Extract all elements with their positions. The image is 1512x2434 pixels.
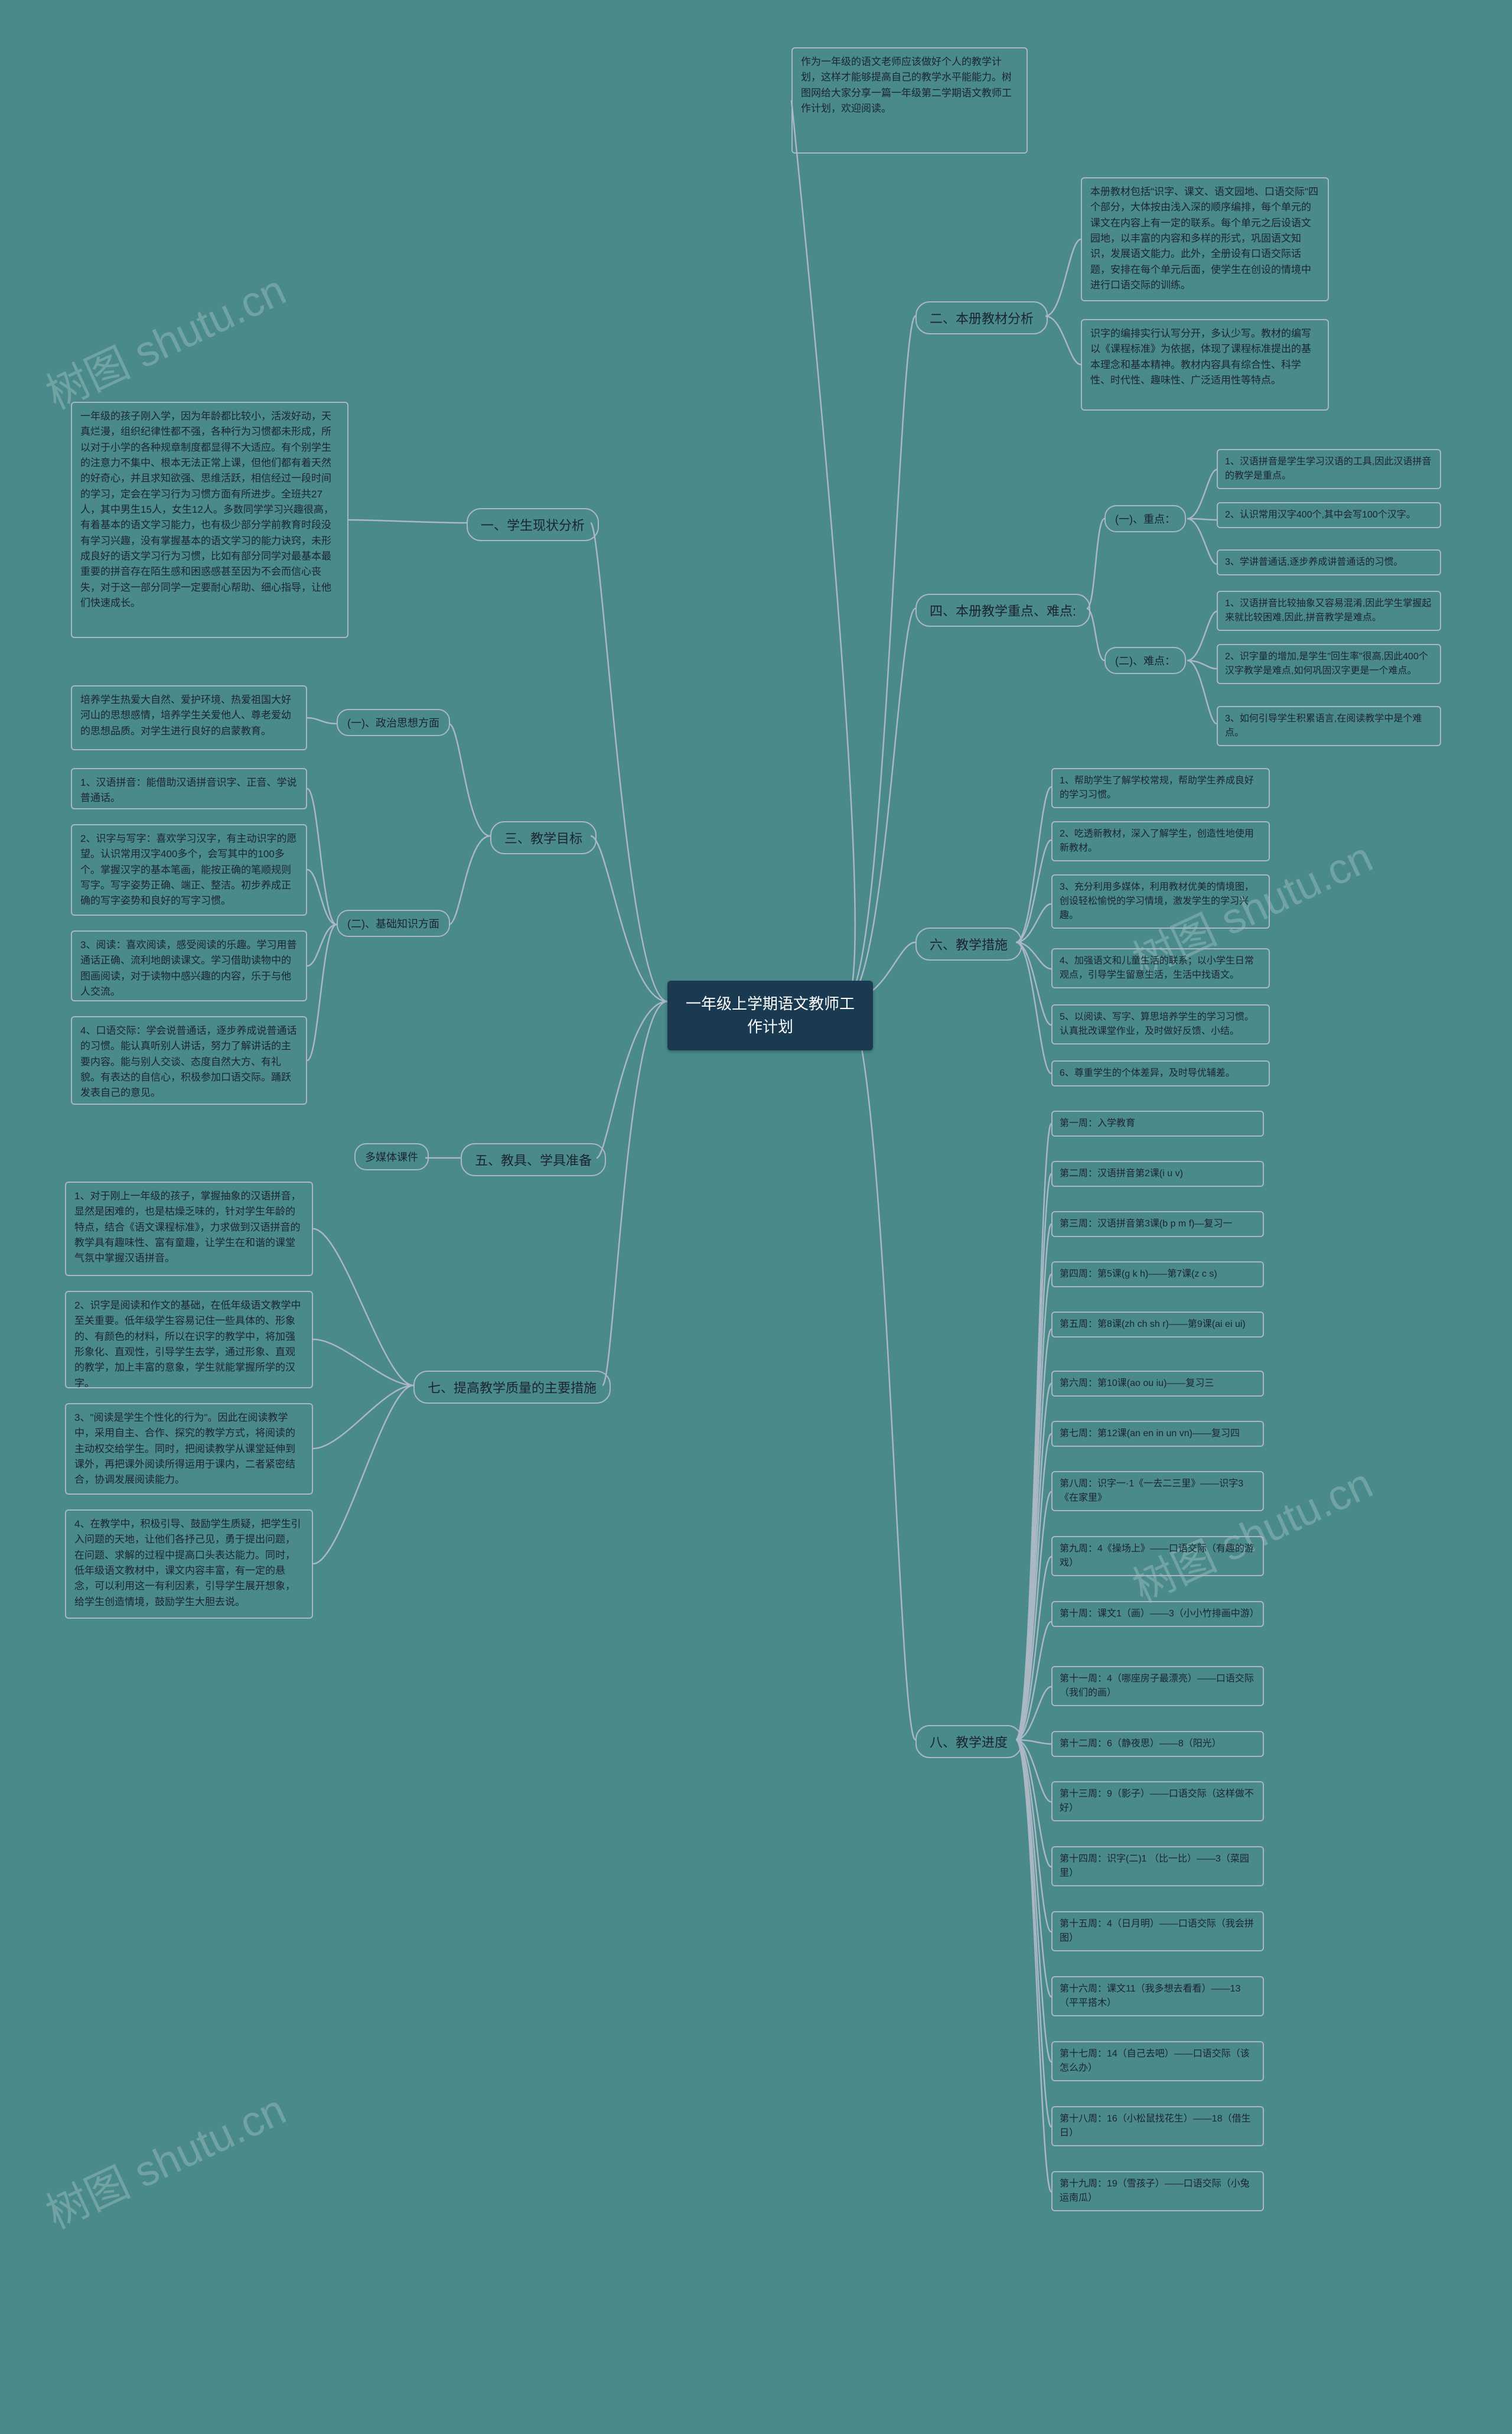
leaf-measure-2[interactable]: 2、吃透新教材，深入了解学生，创造性地使用新教材。 xyxy=(1051,821,1270,861)
sub-key[interactable]: (一)、重点： xyxy=(1104,505,1186,532)
watermark: 树图 shutu.cn xyxy=(34,2075,294,2241)
leaf-measure-5[interactable]: 5、以阅读、写字、算思培养学生的学习习惯。认真批改课堂作业，及时做好反馈、小结。 xyxy=(1051,1004,1270,1044)
leaf-week-7[interactable]: 第七周：第12课(an en in un vn)——复习四 xyxy=(1051,1421,1264,1447)
leaf-week-17[interactable]: 第十七周：14（自己去吧）——口语交际（该怎么办） xyxy=(1051,2041,1264,2081)
branch-goals[interactable]: 三、教学目标 xyxy=(490,821,597,854)
leaf-textbook-2[interactable]: 识字的编排实行认写分开，多认少写。教材的编写以《课程标准》为依据，体现了课程标准… xyxy=(1081,319,1329,411)
leaf-measure-3[interactable]: 3、充分利用多媒体，利用教材优美的情境图，创设轻松愉悦的学习情境，激发学生的学习… xyxy=(1051,874,1270,929)
leaf-key-3[interactable]: 3、学讲普通话,逐步养成讲普通话的习惯。 xyxy=(1217,549,1441,575)
leaf-measure-6[interactable]: 6、尊重学生的个体差异，及时导优辅差。 xyxy=(1051,1060,1270,1086)
leaf-textbook-1[interactable]: 本册教材包括"识字、课文、语文园地、口语交际"四个部分，大体按由浅入深的顺序编排… xyxy=(1081,177,1329,301)
leaf-week-16[interactable]: 第十六周：课文11（我多想去看看）——13（平平搭木） xyxy=(1051,1976,1264,2016)
leaf-diff-1[interactable]: 1、汉语拼音比较抽象又容易混淆,因此学生掌握起来就比较困难,因此,拼音教学是难点… xyxy=(1217,591,1441,631)
sub-political[interactable]: (一)、政治思想方面 xyxy=(337,709,450,736)
leaf-measure-4[interactable]: 4、加强语文和儿童生活的联系；以小学生日常观点，引导学生留意生活，生活中找语文。 xyxy=(1051,948,1270,988)
leaf-student-status[interactable]: 一年级的孩子刚入学，因为年龄都比较小，活泼好动，天真烂漫，组织纪律性都不强，各种… xyxy=(71,402,348,638)
leaf-diff-3[interactable]: 3、如何引导学生积累语言,在阅读教学中是个难点。 xyxy=(1217,706,1441,746)
leaf-quality-2[interactable]: 2、识字是阅读和作文的基础，在低年级语文教学中至关重要。低年级学生容易记住一些具… xyxy=(65,1291,313,1388)
leaf-week-11[interactable]: 第十一周：4（哪座房子最漂亮）——口语交际（我们的画） xyxy=(1051,1666,1264,1706)
leaf-week-13[interactable]: 第十三周：9（影子）——口语交际（这样做不好） xyxy=(1051,1781,1264,1821)
leaf-basics-3[interactable]: 3、阅读：喜欢阅读，感受阅读的乐趣。学习用普通话正确、流利地朗读课文。学习借助读… xyxy=(71,930,307,1001)
leaf-week-6[interactable]: 第六周：第10课(ao ou iu)——复习三 xyxy=(1051,1371,1264,1397)
leaf-measure-1[interactable]: 1、帮助学生了解学校常规，帮助学生养成良好的学习习惯。 xyxy=(1051,768,1270,808)
branch-measures[interactable]: 六、教学措施 xyxy=(915,928,1022,961)
leaf-quality-3[interactable]: 3、"阅读是学生个性化的行为"。因此在阅读教学中，采用自主、合作、探究的教学方式… xyxy=(65,1403,313,1495)
leaf-week-9[interactable]: 第九周：4《操场上》——口语交际（有趣的游戏） xyxy=(1051,1536,1264,1576)
leaf-week-12[interactable]: 第十二周：6（静夜思）——8（阳光） xyxy=(1051,1731,1264,1757)
leaf-week-1[interactable]: 第一周：入学教育 xyxy=(1051,1111,1264,1137)
leaf-basics-2[interactable]: 2、识字与写字：喜欢学习汉字，有主动识字的愿望。认识常用汉字400多个，会写其中… xyxy=(71,824,307,916)
branch-schedule[interactable]: 八、教学进度 xyxy=(915,1725,1022,1758)
sub-multimedia[interactable]: 多媒体课件 xyxy=(354,1143,429,1170)
watermark: 树图 shutu.cn xyxy=(34,256,294,421)
leaf-basics-4[interactable]: 4、口语交际：学会说普通话，逐步养成说普通话的习惯。能认真听别人讲话，努力了解讲… xyxy=(71,1016,307,1105)
leaf-week-4[interactable]: 第四周：第5课(g k h)——第7课(z c s) xyxy=(1051,1261,1264,1287)
branch-tools[interactable]: 五、教具、学具准备 xyxy=(461,1143,606,1176)
leaf-key-1[interactable]: 1、汉语拼音是学生学习汉语的工具,因此汉语拼音的教学是重点。 xyxy=(1217,449,1441,489)
branch-student-status[interactable]: 一、学生现状分析 xyxy=(467,508,599,541)
branch-key-points[interactable]: 四、本册教学重点、难点: xyxy=(915,594,1090,627)
leaf-basics-1[interactable]: 1、汉语拼音：能借助汉语拼音识字、正音、学说普通话。 xyxy=(71,768,307,809)
branch-quality[interactable]: 七、提高教学质量的主要措施 xyxy=(413,1371,611,1404)
leaf-political-1[interactable]: 培养学生热爱大自然、爱护环境、热爱祖国大好河山的思想感情，培养学生关爱他人、尊老… xyxy=(71,685,307,750)
root-node[interactable]: 一年级上学期语文教师工 作计划 xyxy=(667,981,873,1050)
leaf-week-2[interactable]: 第二周：汉语拼音第2课(i u v) xyxy=(1051,1161,1264,1187)
leaf-week-15[interactable]: 第十五周：4（日月明）——口语交际（我会拼图） xyxy=(1051,1911,1264,1951)
leaf-week-14[interactable]: 第十四周：识字(二)1 （比一比）——3（菜园里） xyxy=(1051,1846,1264,1886)
leaf-quality-4[interactable]: 4、在教学中，积极引导、鼓励学生质疑，把学生引入问题的天地，让他们各抒己见，勇于… xyxy=(65,1509,313,1619)
leaf-week-8[interactable]: 第八周：识字一·1《一去二三里》——识字3《在家里》 xyxy=(1051,1471,1264,1511)
sub-difficult[interactable]: (二)、难点： xyxy=(1104,647,1186,674)
intro-box[interactable]: 作为一年级的语文老师应该做好个人的教学计划，这样才能够提高自己的教学水平能能力。… xyxy=(791,47,1028,154)
leaf-week-3[interactable]: 第三周：汉语拼音第3课(b p m f)—复习一 xyxy=(1051,1211,1264,1237)
branch-textbook-analysis[interactable]: 二、本册教材分析 xyxy=(915,301,1048,334)
leaf-key-2[interactable]: 2、认识常用汉字400个,其中会写100个汉字。 xyxy=(1217,502,1441,528)
leaf-week-19[interactable]: 第十九周：19（雪孩子）——口语交际（小兔运南瓜） xyxy=(1051,2171,1264,2211)
leaf-diff-2[interactable]: 2、识字量的增加,是学生"回生率"很高,因此400个汉字教学是难点,如何巩固汉字… xyxy=(1217,644,1441,684)
leaf-week-18[interactable]: 第十八周：16（小松鼠找花生）——18（借生日） xyxy=(1051,2106,1264,2146)
leaf-week-5[interactable]: 第五周：第8课(zh ch sh r)——第9课(ai ei ui) xyxy=(1051,1312,1264,1338)
leaf-quality-1[interactable]: 1、对于刚上一年级的孩子，掌握抽象的汉语拼音，显然是困难的，也是枯燥乏味的，针对… xyxy=(65,1182,313,1276)
sub-basics[interactable]: (二)、基础知识方面 xyxy=(337,910,450,937)
leaf-week-10[interactable]: 第十周：课文1（画）——3（小小竹排画中游） xyxy=(1051,1601,1264,1627)
